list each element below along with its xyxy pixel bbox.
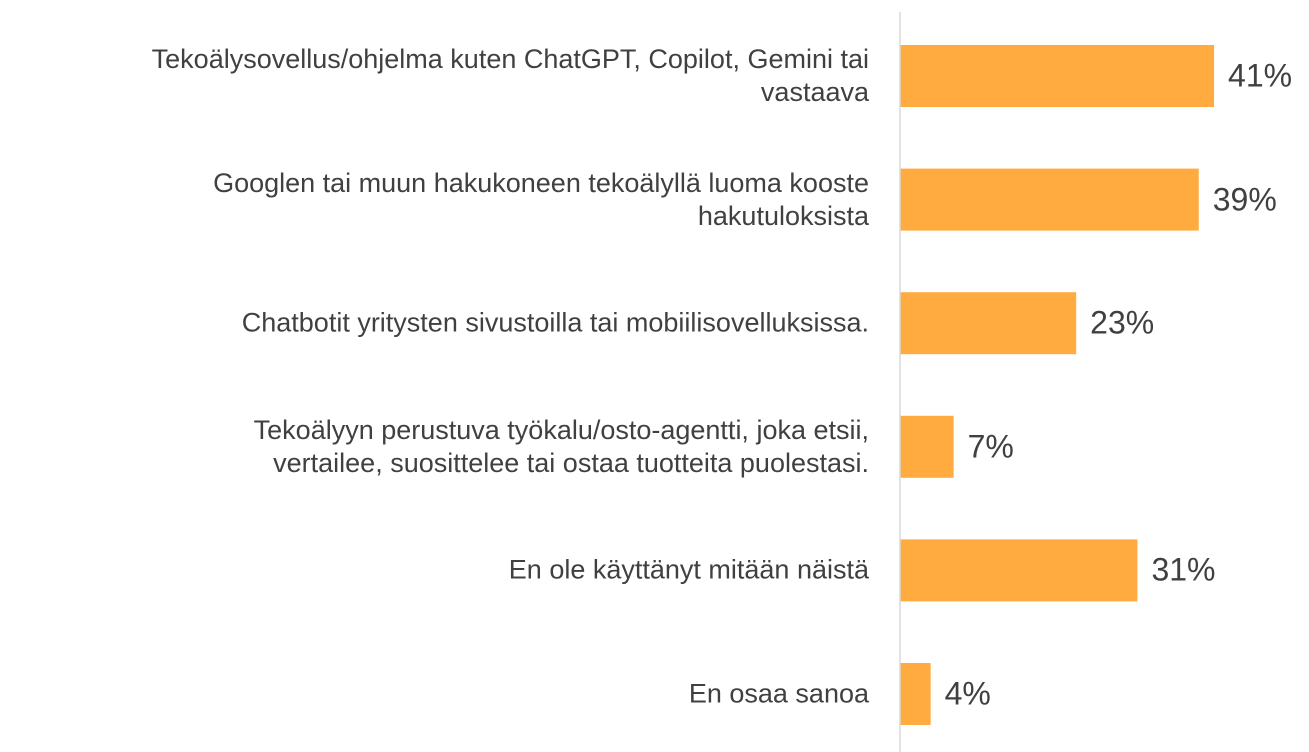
bar (900, 292, 1077, 355)
category-label: En osaa sanoa (688, 678, 869, 709)
value-label: 23% (1090, 304, 1155, 341)
value-label: 7% (967, 428, 1014, 465)
bar (900, 539, 1138, 602)
category-label: Tekoälyyn perustuva työkalu/osto-agentti… (253, 414, 869, 478)
category-label: En ole käyttänyt mitään näistä (508, 554, 869, 585)
bar (900, 415, 954, 478)
category-label: Googlen tai muun hakukoneen tekoälyllä l… (213, 167, 869, 231)
category-label: Chatbotit yritysten sivustoilla tai mobi… (241, 307, 869, 338)
bar (900, 45, 1215, 107)
bar (900, 168, 1199, 231)
bar (900, 663, 931, 725)
value-label: 4% (944, 675, 991, 712)
value-label: 31% (1151, 551, 1216, 588)
value-label: 41% (1228, 57, 1293, 94)
value-label: 39% (1212, 181, 1277, 218)
category-label: Tekoälysovellus/ohjelma kuten ChatGPT, C… (151, 44, 869, 107)
